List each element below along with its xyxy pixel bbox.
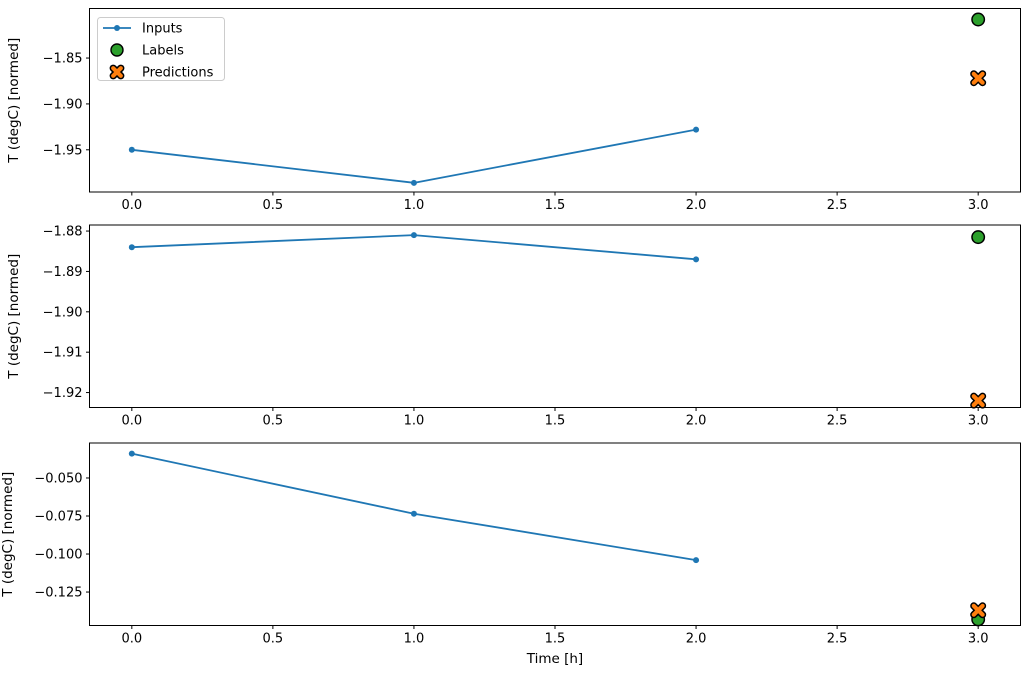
x-tick-label: 2.0: [686, 198, 707, 213]
x-tick-label: 0.5: [263, 198, 284, 213]
legend-labels-circle-icon: [110, 43, 124, 57]
predictions-marker: [970, 392, 987, 409]
x-tick-label: 1.0: [404, 198, 425, 213]
x-tick-label: 1.0: [404, 632, 425, 647]
inputs-point-marker: [693, 126, 700, 133]
y-tick-label: −1.90: [43, 97, 83, 112]
x-marker-fill: [111, 66, 123, 78]
inputs-line: [131, 128, 697, 184]
predictions-marker: [970, 602, 987, 619]
x-tick-label: 1.5: [545, 414, 566, 429]
subplot-1: 0.0 0.5 1.0 1.5 2.0 2.5 3.0 −1.85 −1.90 −1.95 T (d…: [6, 8, 1021, 213]
predictions-marker: [970, 70, 987, 87]
legend-label-predictions: Predictions: [142, 66, 214, 81]
legend-predictions-x-icon: [109, 64, 125, 80]
inputs-point-marker: [128, 244, 135, 251]
y-tick-label: −1.90: [43, 305, 83, 320]
legend-item-inputs: Inputs: [103, 22, 183, 37]
legend-label-inputs: Inputs: [142, 22, 183, 37]
y-tick-label: −0.075: [34, 510, 82, 525]
axes-frame: [89, 224, 1021, 408]
x-marker-fill: [971, 603, 985, 617]
inputs-line: [131, 234, 697, 261]
y-axis-label: T (degC) [normed]: [6, 254, 22, 380]
inputs-point-marker: [693, 557, 700, 564]
y-tick-label: −0.050: [34, 471, 82, 486]
inputs-point-marker: [410, 232, 417, 239]
axes-frame: [89, 442, 1021, 626]
labels-marker: [971, 12, 986, 27]
y-axis-label: T (degC) [normed]: [0, 472, 16, 598]
legend-label-labels: Labels: [142, 44, 184, 59]
y-tick-label: −1.88: [43, 225, 83, 240]
inputs-point-marker: [410, 179, 417, 186]
x-tick-label: 0.0: [121, 414, 142, 429]
y-axis-label: T (degC) [normed]: [6, 38, 22, 164]
inputs-line: [131, 452, 697, 561]
x-tick-label: 1.0: [404, 414, 425, 429]
y-tick-label: −0.100: [34, 548, 82, 563]
legend-item-predictions: Predictions: [109, 64, 214, 81]
inputs-point-marker: [693, 256, 700, 263]
x-tick-label: 0.5: [263, 632, 284, 647]
y-tick-label: −1.85: [43, 52, 83, 67]
legend-box: [97, 17, 225, 81]
labels-marker: [971, 230, 986, 245]
x-axis-label: Time [h]: [526, 651, 583, 667]
x-marker-fill: [971, 394, 985, 408]
y-tick-label: −1.89: [43, 265, 83, 280]
inputs-point-marker: [128, 450, 135, 457]
x-tick-label: 2.0: [686, 632, 707, 647]
x-tick-label: 3.0: [968, 414, 989, 429]
y-tick-label: −0.125: [34, 586, 82, 601]
legend: Inputs Labels Predictions: [97, 17, 225, 81]
x-tick-label: 1.5: [545, 632, 566, 647]
legend-item-labels: Labels: [110, 43, 184, 59]
x-tick-label: 3.0: [968, 632, 989, 647]
axes-frame: [89, 8, 1021, 193]
inputs-point-marker: [128, 146, 135, 153]
y-tick-label: −1.92: [43, 386, 83, 401]
x-tick-label: 0.5: [263, 414, 284, 429]
x-marker-fill: [971, 71, 985, 85]
x-tick-label: 1.5: [545, 198, 566, 213]
legend-inputs-dot-icon: [114, 25, 120, 31]
x-tick-label: 2.5: [827, 198, 848, 213]
subplot-3: 0.0 0.5 1.0 1.5 2.0 2.5 3.0 −0.050 −0.075 −0.100 −…: [0, 442, 1021, 667]
inputs-point-marker: [410, 510, 417, 517]
x-tick-label: 2.5: [827, 414, 848, 429]
x-tick-label: 0.0: [121, 198, 142, 213]
x-tick-label: 0.0: [121, 632, 142, 647]
y-tick-label: −1.95: [43, 143, 83, 158]
x-tick-label: 3.0: [968, 198, 989, 213]
x-tick-label: 2.5: [827, 632, 848, 647]
y-tick-label: −1.91: [43, 346, 83, 361]
x-tick-label: 2.0: [686, 414, 707, 429]
subplot-2: 0.0 0.5 1.0 1.5 2.0 2.5 3.0 −1.88 −1.89 −1.90 −1.9…: [6, 224, 1021, 429]
